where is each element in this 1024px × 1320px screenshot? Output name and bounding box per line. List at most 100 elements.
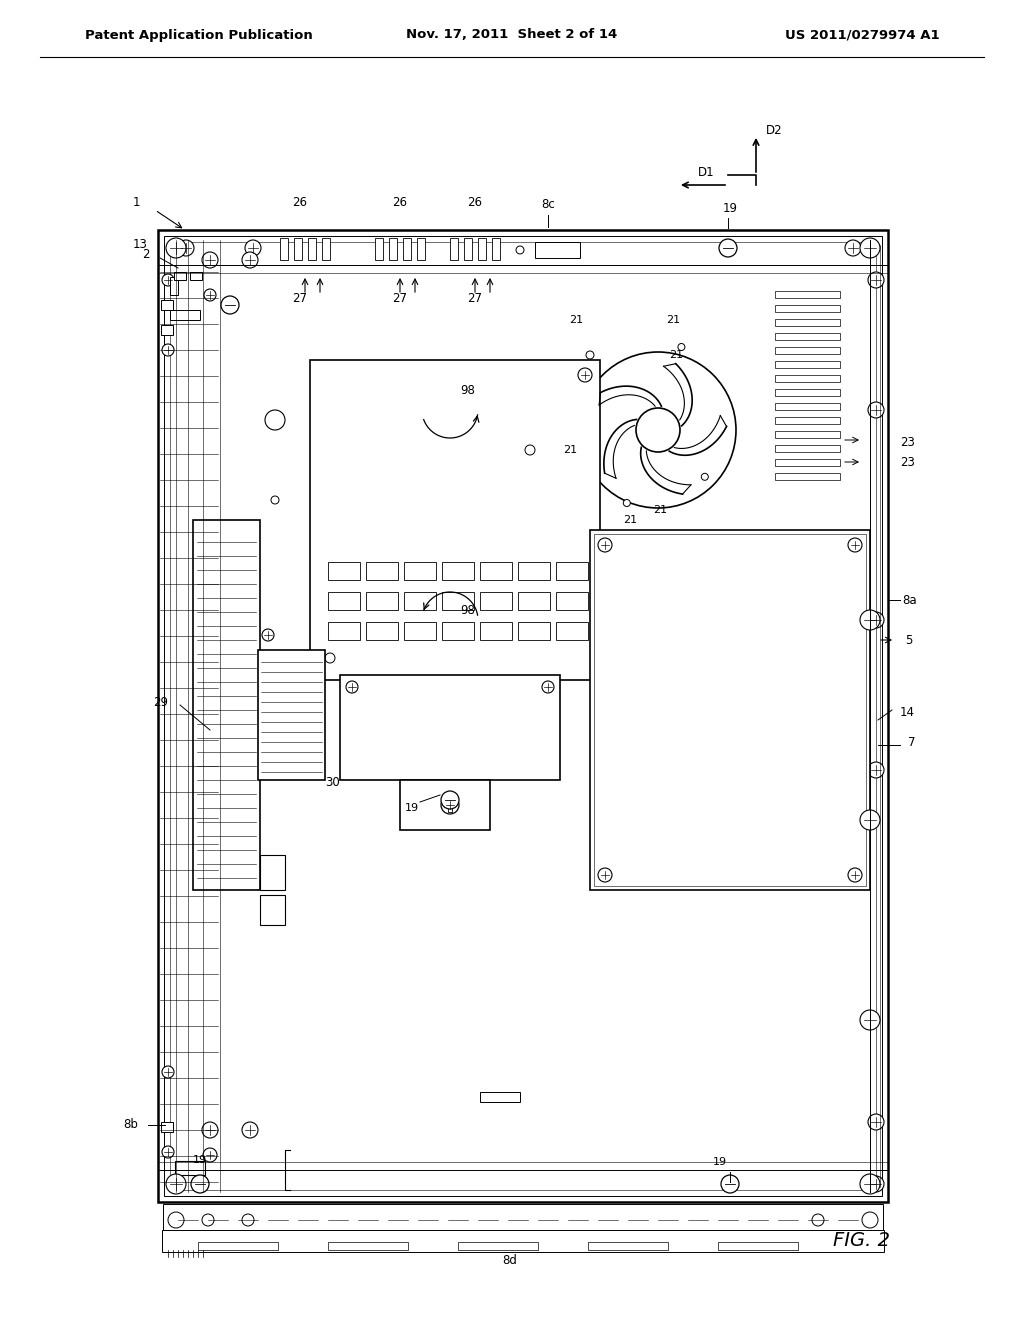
Text: 21: 21	[623, 515, 637, 525]
Circle shape	[162, 345, 174, 356]
Circle shape	[346, 681, 358, 693]
Bar	[775, 417, 840, 424]
Bar	[556, 591, 588, 610]
Text: 8c: 8c	[541, 198, 555, 211]
Text: Nov. 17, 2011  Sheet 2 of 14: Nov. 17, 2011 Sheet 2 of 14	[407, 29, 617, 41]
Text: 98: 98	[461, 603, 475, 616]
Bar	[328, 562, 360, 579]
Bar	[308, 238, 316, 260]
Circle shape	[162, 1146, 174, 1158]
Text: 13: 13	[133, 239, 148, 252]
Text: 14: 14	[900, 705, 915, 718]
Circle shape	[701, 474, 709, 480]
Text: D2: D2	[766, 124, 782, 136]
Circle shape	[178, 240, 194, 256]
Bar	[280, 238, 288, 260]
Circle shape	[242, 1122, 258, 1138]
Bar	[161, 325, 173, 335]
Bar	[170, 277, 178, 294]
Text: 23: 23	[900, 436, 914, 449]
Bar	[775, 459, 840, 466]
Bar	[518, 591, 550, 610]
Bar	[775, 319, 840, 326]
Bar	[161, 300, 173, 310]
Bar	[594, 535, 866, 886]
Circle shape	[242, 252, 258, 268]
Bar	[480, 1092, 520, 1102]
Text: 8d: 8d	[503, 1254, 517, 1266]
Bar	[322, 238, 330, 260]
Text: US 2011/0279974 A1: US 2011/0279974 A1	[785, 29, 940, 41]
Circle shape	[848, 539, 862, 552]
Bar	[404, 591, 436, 610]
Circle shape	[636, 408, 680, 451]
Text: 30: 30	[326, 776, 340, 788]
Bar	[588, 1242, 668, 1250]
Circle shape	[265, 411, 285, 430]
Circle shape	[245, 240, 261, 256]
Bar	[775, 290, 840, 298]
Bar	[389, 238, 397, 260]
Bar	[170, 310, 200, 319]
Bar	[450, 238, 458, 260]
Circle shape	[516, 246, 524, 253]
Bar	[775, 403, 840, 411]
Circle shape	[166, 238, 186, 257]
Bar	[170, 242, 876, 1191]
Circle shape	[162, 275, 174, 286]
Circle shape	[166, 1173, 186, 1195]
Text: 21: 21	[669, 350, 683, 360]
Text: 27: 27	[293, 292, 307, 305]
Text: 5: 5	[905, 634, 912, 647]
Circle shape	[204, 289, 216, 301]
Circle shape	[860, 810, 880, 830]
Circle shape	[262, 630, 274, 642]
Text: 23: 23	[900, 455, 914, 469]
Bar	[480, 622, 512, 640]
Text: 26: 26	[468, 195, 482, 209]
Bar	[260, 895, 285, 925]
Circle shape	[868, 1114, 884, 1130]
Circle shape	[580, 352, 736, 508]
Bar	[590, 531, 870, 890]
Circle shape	[444, 799, 456, 810]
Circle shape	[202, 252, 218, 268]
Bar	[775, 473, 840, 480]
Bar	[158, 230, 888, 1203]
Bar	[328, 591, 360, 610]
Circle shape	[221, 296, 239, 314]
Text: 7: 7	[908, 735, 915, 748]
Bar	[417, 238, 425, 260]
Bar	[260, 855, 285, 890]
Bar	[718, 1242, 798, 1250]
Circle shape	[202, 1122, 218, 1138]
Circle shape	[719, 239, 737, 257]
Circle shape	[578, 368, 592, 381]
Circle shape	[860, 1173, 880, 1195]
Bar	[310, 360, 600, 680]
Text: 27: 27	[468, 292, 482, 305]
Bar	[190, 272, 202, 280]
Bar	[775, 389, 840, 396]
Text: 1: 1	[132, 195, 140, 209]
Bar	[193, 520, 260, 890]
Text: 21: 21	[563, 445, 578, 455]
Circle shape	[868, 403, 884, 418]
Bar	[294, 238, 302, 260]
Bar	[775, 333, 840, 341]
Bar	[400, 780, 490, 830]
Circle shape	[542, 681, 554, 693]
Text: 98: 98	[461, 384, 475, 396]
Text: 2: 2	[142, 248, 150, 261]
Bar	[340, 675, 560, 780]
Text: 21: 21	[569, 315, 583, 325]
Circle shape	[598, 539, 612, 552]
Circle shape	[624, 499, 631, 507]
Circle shape	[848, 869, 862, 882]
Circle shape	[441, 791, 459, 809]
Bar	[775, 347, 840, 354]
Circle shape	[868, 1176, 884, 1192]
Text: 8a: 8a	[902, 594, 916, 606]
Circle shape	[678, 343, 685, 351]
Bar	[198, 1242, 278, 1250]
